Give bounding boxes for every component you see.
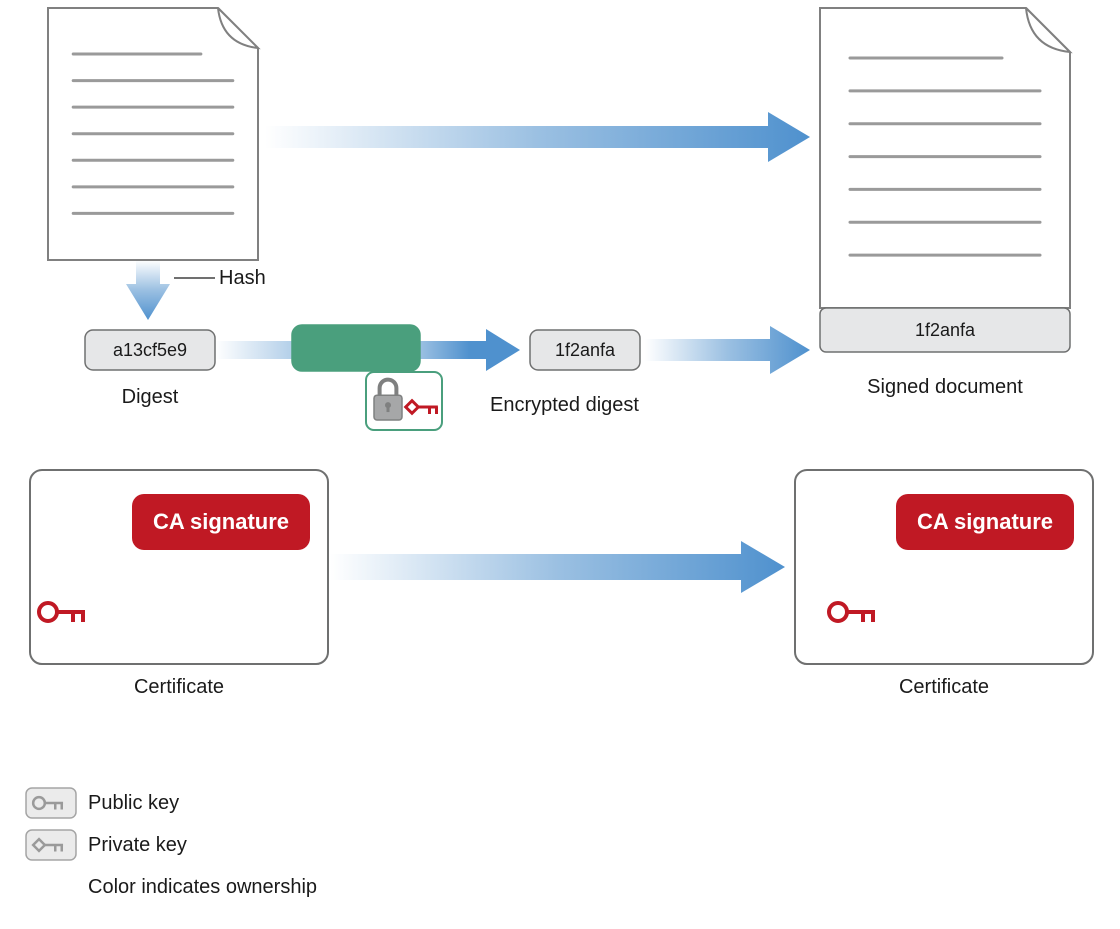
diagram-canvas: Hash a13cf5e9 Digest 1f2anfa Encrypted d…	[0, 0, 1120, 924]
legend-public: Public key	[88, 791, 348, 815]
ca-sig-left: CA signature	[132, 494, 310, 550]
diagram-svg	[0, 0, 1120, 924]
cert-right-label: Certificate	[795, 674, 1093, 700]
legend-color: Color indicates ownership	[88, 875, 488, 899]
ca-sig-right: CA signature	[896, 494, 1074, 550]
digest-value: a13cf5e9	[85, 330, 215, 370]
encrypted-label: Encrypted digest	[490, 392, 740, 418]
cert-left-label: Certificate	[30, 674, 328, 700]
digest-label: Digest	[55, 384, 245, 410]
legend-private: Private key	[88, 833, 348, 857]
encrypted-value: 1f2anfa	[530, 330, 640, 370]
signed-doc-label: Signed document	[820, 374, 1070, 400]
signature-value: 1f2anfa	[820, 308, 1070, 352]
hash-label: Hash	[219, 264, 299, 292]
